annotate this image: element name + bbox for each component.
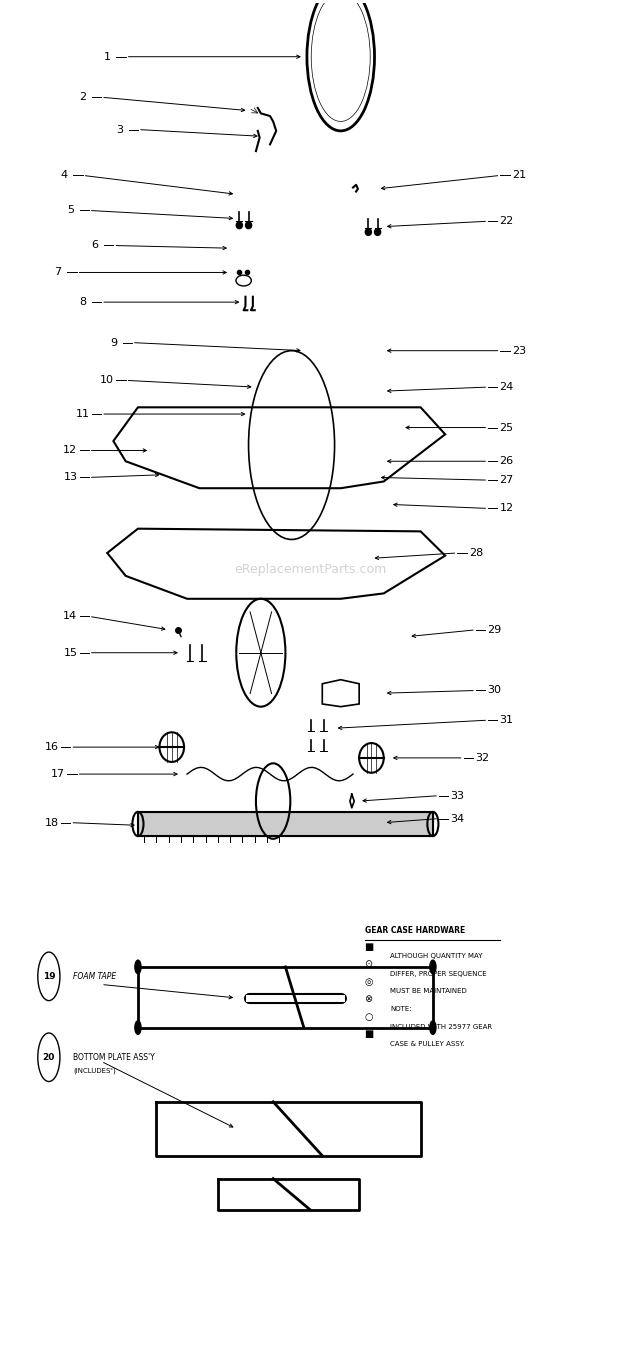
Text: 3: 3: [116, 125, 123, 134]
Text: NOTE:: NOTE:: [390, 1006, 412, 1011]
Text: 22: 22: [500, 217, 514, 226]
Ellipse shape: [246, 222, 252, 229]
Text: 16: 16: [45, 742, 59, 751]
Text: ◎: ◎: [364, 976, 373, 987]
Circle shape: [430, 960, 436, 974]
Text: ○: ○: [364, 1011, 373, 1022]
Text: 17: 17: [51, 769, 65, 779]
Text: GEAR CASE HARDWARE: GEAR CASE HARDWARE: [365, 926, 466, 936]
Text: ⊙: ⊙: [365, 959, 373, 969]
Circle shape: [135, 1021, 141, 1034]
Text: 23: 23: [512, 345, 526, 356]
Text: 34: 34: [450, 814, 464, 823]
Ellipse shape: [374, 229, 381, 236]
Text: 28: 28: [469, 548, 483, 558]
Text: 20: 20: [43, 1053, 55, 1062]
Text: 12: 12: [63, 445, 78, 455]
Text: eReplacementParts.com: eReplacementParts.com: [234, 563, 386, 575]
Text: 13: 13: [63, 473, 78, 482]
Text: 29: 29: [487, 624, 502, 635]
Text: 9: 9: [110, 337, 117, 348]
Text: 24: 24: [500, 382, 514, 393]
Text: 27: 27: [500, 475, 514, 485]
Text: 25: 25: [500, 422, 514, 432]
Text: 12: 12: [500, 504, 514, 513]
Text: ■: ■: [364, 941, 373, 952]
Text: ⊗: ⊗: [365, 994, 373, 1005]
Text: INCLUDED WITH 25977 GEAR: INCLUDED WITH 25977 GEAR: [390, 1024, 492, 1029]
Text: 15: 15: [63, 647, 78, 658]
Text: ■: ■: [364, 1029, 373, 1040]
Text: 6: 6: [91, 241, 99, 250]
Text: 8: 8: [79, 297, 86, 307]
Text: 19: 19: [43, 972, 55, 980]
Text: MUST BE MAINTAINED: MUST BE MAINTAINED: [390, 988, 467, 994]
Text: 33: 33: [451, 791, 464, 800]
Text: 18: 18: [45, 818, 59, 827]
Text: 32: 32: [475, 753, 489, 762]
Text: (INCLUDESᶜ): (INCLUDESᶜ): [73, 1067, 116, 1074]
Ellipse shape: [236, 222, 242, 229]
Text: 11: 11: [76, 409, 90, 418]
Text: 5: 5: [67, 206, 74, 215]
Text: 1: 1: [104, 51, 111, 62]
Text: 10: 10: [100, 375, 114, 386]
Text: 14: 14: [63, 611, 78, 621]
Circle shape: [135, 960, 141, 974]
Text: FOAM TAPE: FOAM TAPE: [73, 972, 117, 980]
Text: 26: 26: [500, 456, 514, 466]
Text: 4: 4: [61, 171, 68, 180]
Text: CASE & PULLEY ASSY.: CASE & PULLEY ASSY.: [390, 1041, 464, 1047]
Circle shape: [430, 1021, 436, 1034]
Text: 7: 7: [55, 268, 61, 278]
Text: 21: 21: [512, 171, 526, 180]
Text: 30: 30: [487, 685, 502, 696]
Text: 31: 31: [500, 715, 513, 726]
Text: DIFFER, PROPER SEQUENCE: DIFFER, PROPER SEQUENCE: [390, 971, 487, 978]
Ellipse shape: [365, 229, 371, 236]
Text: 2: 2: [79, 92, 86, 102]
Text: ALTHOUGH QUANTITY MAY: ALTHOUGH QUANTITY MAY: [390, 953, 482, 960]
Text: BOTTOM PLATE ASS'Y: BOTTOM PLATE ASS'Y: [73, 1053, 155, 1062]
